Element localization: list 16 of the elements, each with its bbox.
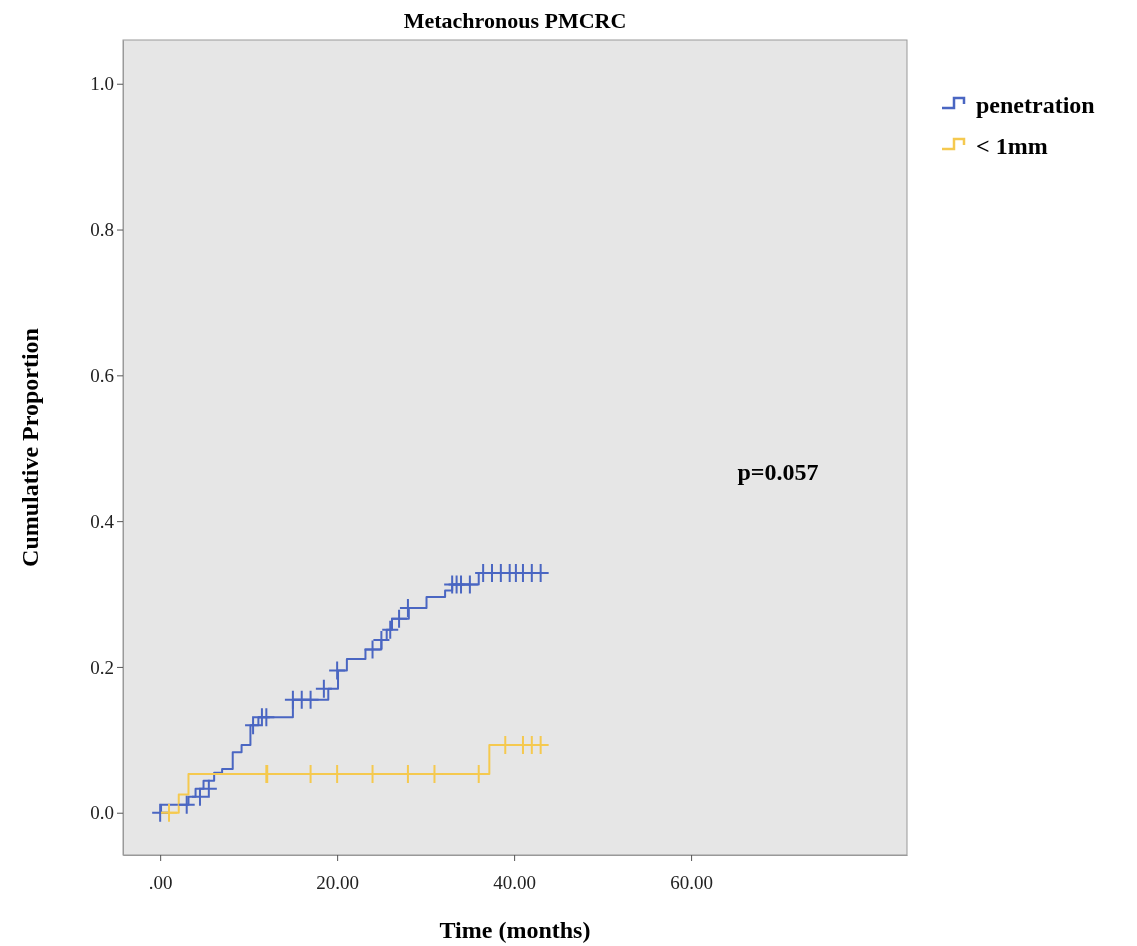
legend-label: penetration [976, 92, 1095, 118]
x-tick-label: 40.00 [493, 871, 536, 893]
y-tick-label: 1.0 [90, 73, 114, 95]
annotation: p=0.057 [737, 459, 819, 485]
y-tick-label: 0.2 [90, 656, 114, 678]
x-axis-title: Time (months) [439, 917, 591, 943]
y-tick-label: 0.6 [90, 364, 114, 386]
y-axis-title: Cumulative Proportion [17, 328, 43, 567]
chart-title: Metachronous PMCRC [403, 8, 627, 33]
x-tick-label: .00 [148, 871, 173, 893]
y-tick-label: 0.8 [90, 219, 114, 241]
y-tick-label: 0.4 [90, 510, 115, 532]
x-tick-label: 20.00 [316, 871, 360, 893]
y-tick-label: 0.0 [90, 802, 114, 824]
legend-label: < 1mm [976, 133, 1048, 159]
x-tick-label: 60.00 [670, 871, 713, 893]
